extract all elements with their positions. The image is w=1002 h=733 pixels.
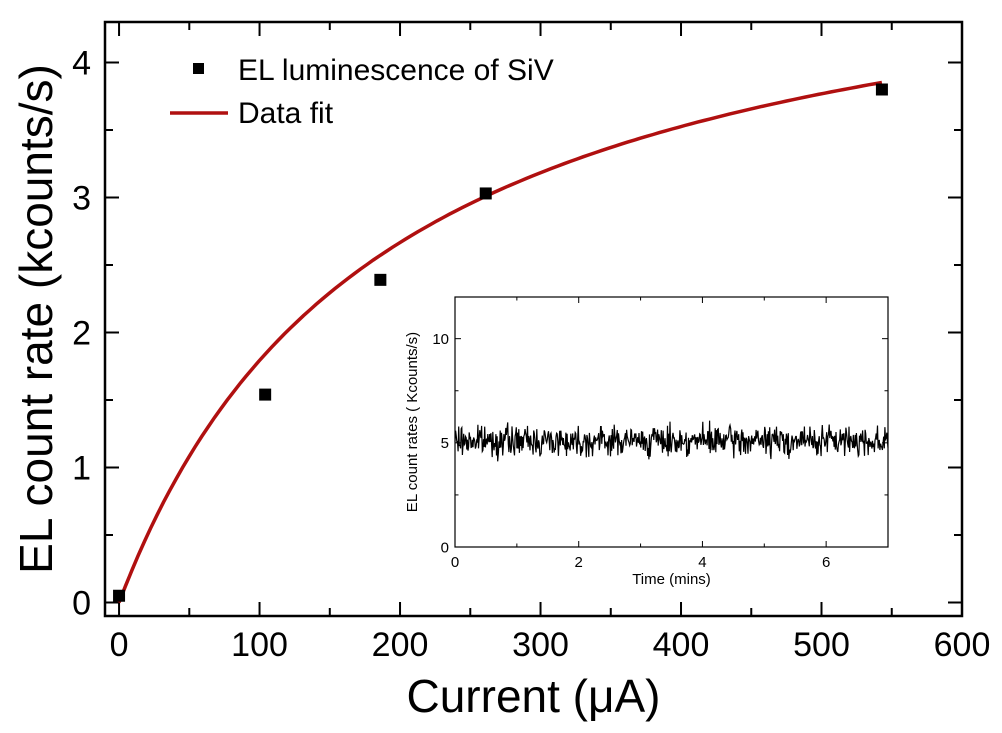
inset-xtick-label: 2 [575,554,583,571]
inset-chart: 0 2 4 6 0 5 10 Time (mins) EL count rates ( Kcou… [404,296,889,588]
main-ytick-label: 4 [72,44,91,82]
main-ytick-label: 3 [72,179,91,217]
data-point [259,388,272,401]
inset-ytick-label: 10 [432,331,449,348]
inset-y-axis-label: EL count rates ( Kcounts/s) [404,332,421,512]
main-xtick-label: 400 [653,626,710,664]
data-point [113,589,126,602]
fit-curve [117,80,883,604]
main-xtick-label: 0 [110,626,129,664]
inset-xtick-label: 0 [451,554,459,571]
inset-xtick-label: 6 [822,554,830,571]
inset-x-axis-label: Time (mins) [632,571,711,588]
inset-xtick-label: 4 [698,554,706,571]
main-plot-frame [103,20,964,618]
data-point [479,187,492,200]
main-x-axis-label: Current (μA) [407,670,661,722]
data-point [374,273,387,286]
inset-background [455,297,888,547]
legend-label-scatter: EL luminescence of SiV [238,54,554,87]
main-xtick-label: 100 [231,626,288,664]
main-xtick-label: 200 [372,626,429,664]
main-ytick-label: 1 [72,449,91,487]
main-xtick-label: 500 [793,626,850,664]
main-xtick-label: 300 [512,626,569,664]
legend-label-fit: Data fit [238,97,334,130]
main-xtick-label: 600 [934,626,991,664]
data-point [875,83,888,96]
inset-ytick-label: 0 [441,539,449,556]
inset-trace [454,420,889,462]
legend-marker-scatter [193,63,204,74]
main-y-axis-label: EL count rate (kcounts/s) [10,64,62,574]
main-ytick-label: 2 [72,314,91,352]
inset-ytick-label: 5 [441,435,449,452]
inset-plot-frame [454,296,889,548]
main-ytick-label: 0 [72,584,91,622]
